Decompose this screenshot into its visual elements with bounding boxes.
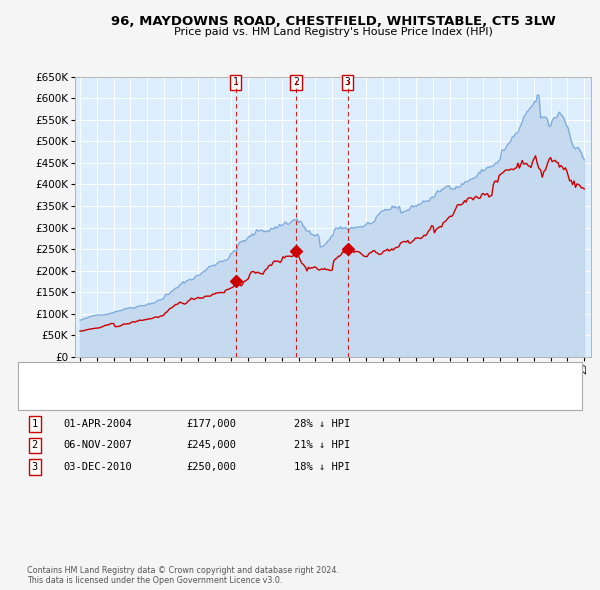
Text: £245,000: £245,000: [186, 441, 236, 450]
Text: 28% ↓ HPI: 28% ↓ HPI: [294, 419, 350, 428]
Text: 3: 3: [344, 77, 350, 87]
Text: 18% ↓ HPI: 18% ↓ HPI: [294, 463, 350, 472]
Text: 2: 2: [293, 77, 299, 87]
Text: Contains HM Land Registry data © Crown copyright and database right 2024.: Contains HM Land Registry data © Crown c…: [27, 566, 339, 575]
Text: 1: 1: [32, 419, 38, 428]
Text: £250,000: £250,000: [186, 463, 236, 472]
Text: 01-APR-2004: 01-APR-2004: [63, 419, 132, 428]
Text: HPI: Average price, detached house, Canterbury: HPI: Average price, detached house, Cant…: [87, 394, 317, 404]
Text: 03-DEC-2010: 03-DEC-2010: [63, 463, 132, 472]
Text: Price paid vs. HM Land Registry's House Price Index (HPI): Price paid vs. HM Land Registry's House …: [173, 27, 493, 37]
Text: 96, MAYDOWNS ROAD, CHESTFIELD, WHITSTABLE, CT5 3LW (detached house): 96, MAYDOWNS ROAD, CHESTFIELD, WHITSTABL…: [87, 378, 456, 388]
Text: 3: 3: [32, 463, 38, 472]
Text: 1: 1: [233, 77, 238, 87]
Text: This data is licensed under the Open Government Licence v3.0.: This data is licensed under the Open Gov…: [27, 576, 283, 585]
Text: 06-NOV-2007: 06-NOV-2007: [63, 441, 132, 450]
Text: 21% ↓ HPI: 21% ↓ HPI: [294, 441, 350, 450]
Text: 96, MAYDOWNS ROAD, CHESTFIELD, WHITSTABLE, CT5 3LW: 96, MAYDOWNS ROAD, CHESTFIELD, WHITSTABL…: [110, 15, 556, 28]
Text: £177,000: £177,000: [186, 419, 236, 428]
Text: 2: 2: [32, 441, 38, 450]
